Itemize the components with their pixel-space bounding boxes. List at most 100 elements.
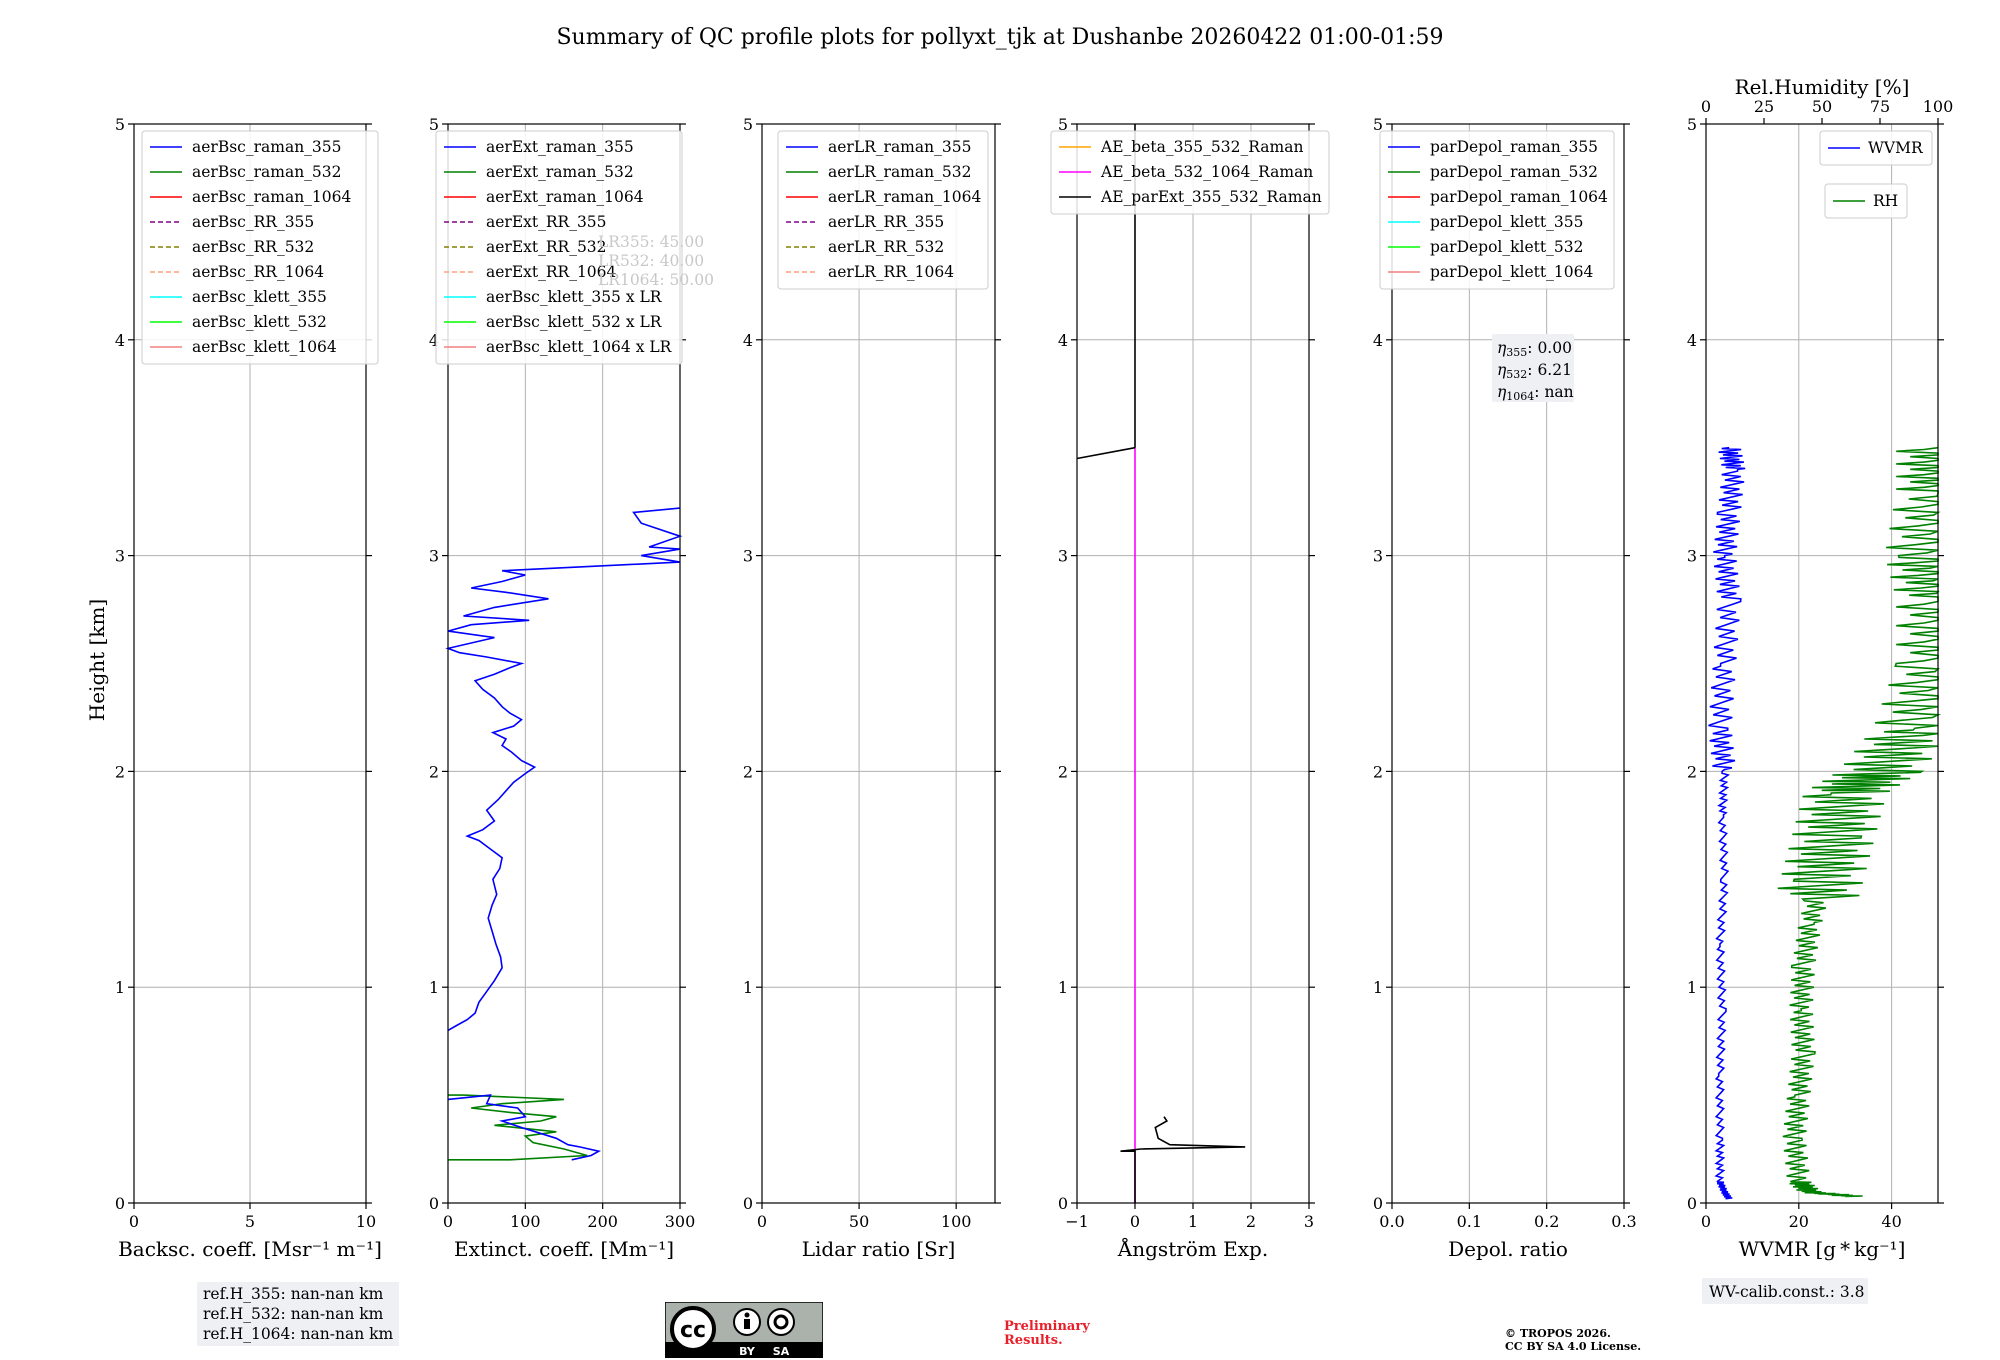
y-tick-label-0: 0 (743, 1194, 753, 1213)
y-tick-label-5: 5 (743, 115, 753, 134)
y-tick-label-2: 2 (429, 762, 439, 781)
y-tick-label-0: 0 (429, 1194, 439, 1213)
y-tick-label-2: 2 (1058, 762, 1068, 781)
legend-label-0: parDepol_raman_355 (1430, 138, 1598, 156)
legend-box-rh (1824, 183, 1908, 219)
top-x-tick-label-2: 50 (1812, 97, 1832, 116)
y-tick-label-1: 1 (1687, 978, 1697, 997)
legend-label-0: AE_beta_355_532_Raman (1100, 138, 1303, 156)
eta-note-355: η355: 0.00 (1497, 339, 1572, 359)
top-x-tick-label-3: 75 (1870, 97, 1890, 116)
figure-title: Summary of QC profile plots for pollyxt_… (556, 25, 1443, 50)
y-tick-label-1: 1 (429, 978, 439, 997)
y-tick-label-3: 3 (115, 547, 125, 566)
axes-frame (447, 123, 681, 1204)
ref-height-355: ref.H_355: nan-nan km (203, 1285, 384, 1303)
panel-2: 0 100 200 300 0 1 2 3 4 5 Extinct. coeff. [Mm⁻¹] ae… (429, 115, 714, 1261)
x-tick-label-4: 3 (1304, 1212, 1314, 1231)
y-axis-label: Height [km] (85, 599, 109, 721)
legend-box-wvmr (1819, 130, 1933, 166)
lr-note-2: LR1064: 50.00 (598, 271, 714, 289)
y-tick-label-2: 2 (1373, 762, 1383, 781)
y-tick-label-4: 4 (429, 331, 439, 350)
x-axis-label: WVMR [g * kg⁻¹] (1739, 1237, 1906, 1261)
legend-label-8: aerBsc_klett_1064 (192, 338, 337, 356)
x-axis-label: Depol. ratio (1448, 1237, 1568, 1261)
x-tick-label-1: 50 (849, 1212, 869, 1231)
legend-label-0: aerBsc_raman_355 (192, 138, 342, 156)
legend-label-1: RH (1873, 192, 1898, 210)
cc-main-text: cc (680, 1318, 706, 1343)
legend-label-0: WVMR (1868, 139, 1924, 157)
y-tick-label-3: 3 (1687, 547, 1697, 566)
preliminary-line-2: Results. (1004, 1333, 1063, 1348)
y-tick-label-4: 4 (743, 331, 753, 350)
x-tick-label-3: 2 (1246, 1212, 1256, 1231)
top-x-tick-label-0: 0 (1701, 97, 1711, 116)
y-tick-label-2: 2 (115, 762, 125, 781)
ref-height-532: ref.H_532: nan-nan km (203, 1305, 384, 1323)
legend-label-2: parDepol_raman_1064 (1430, 188, 1608, 206)
series-WVMR (1708, 446, 1746, 1200)
x-tick-label-0: 0 (757, 1212, 767, 1231)
legend-label-1: AE_beta_532_1064_Raman (1100, 163, 1313, 181)
legend-label-1: aerExt_raman_532 (486, 163, 634, 181)
x-tick-label-1: 100 (510, 1212, 541, 1231)
eta-note-box (1492, 334, 1574, 402)
y-tick-label-3: 3 (1373, 547, 1383, 566)
x-tick-label-1: 20 (1789, 1212, 1809, 1231)
y-tick-label-5: 5 (1373, 115, 1383, 134)
x-tick-label-2: 1 (1188, 1212, 1198, 1231)
legend-label-1: aerLR_raman_532 (828, 163, 971, 181)
legend-label-2: aerExt_raman_1064 (486, 188, 644, 206)
y-tick-label-0: 0 (115, 1194, 125, 1213)
y-tick-label-5: 5 (429, 115, 439, 134)
series-aerExt_raman_355_low (447, 1094, 602, 1161)
legend-label-3: parDepol_klett_355 (1430, 213, 1583, 231)
legend-label-5: aerLR_RR_1064 (828, 263, 954, 281)
legend-label-4: aerLR_RR_532 (828, 238, 944, 256)
legend-label-7: aerBsc_klett_532 (192, 313, 327, 331)
x-tick-label-1: 0 (1130, 1212, 1140, 1231)
legend-label-2: AE_parExt_355_532_Raman (1100, 188, 1322, 206)
legend-label-0: aerExt_raman_355 (486, 138, 634, 156)
y-tick-label-2: 2 (743, 762, 753, 781)
legend-box (1050, 130, 1330, 215)
panel-3: 0 50 100 0 1 2 3 4 5 Lidar ratio [Sr] aerLR_raman_… (743, 115, 1001, 1261)
x-tick-label-0: 0 (129, 1212, 139, 1231)
x-tick-label-3: 300 (665, 1212, 696, 1231)
legend-label-7: aerBsc_klett_532 x LR (486, 313, 663, 331)
top-x-axis-label: Rel.Humidity [%] (1735, 75, 1910, 99)
y-tick-label-1: 1 (1373, 978, 1383, 997)
legend-label-4: aerExt_RR_532 (486, 238, 607, 256)
x-axis-label: Ångström Exp. (1117, 1236, 1268, 1261)
eta-note-1064: η1064: nan (1497, 383, 1574, 403)
cc-sa-text: SA (773, 1345, 790, 1358)
legend-label-5: aerExt_RR_1064 (486, 263, 617, 281)
x-tick-label-1: 5 (245, 1212, 255, 1231)
legend-box (435, 130, 683, 365)
x-tick-label-0: −1 (1065, 1212, 1089, 1231)
series-aerExt_raman_355 (445, 507, 683, 1032)
axes-frame (761, 123, 996, 1204)
preliminary-line-1: Preliminary (1004, 1319, 1090, 1334)
legend-box (1379, 130, 1615, 290)
y-tick-label-4: 4 (1687, 331, 1697, 350)
cc-by-text: BY (739, 1345, 756, 1358)
legend-label-5: parDepol_klett_1064 (1430, 263, 1593, 281)
panel-1: 0 5 10 0 1 2 3 4 5 Backsc. coeff. [Msr⁻¹ m⁻¹] aerB… (115, 115, 382, 1261)
reference-height-box: ref.H_355: nan-nan km ref.H_532: nan-nan… (197, 1282, 400, 1346)
legend-label-2: aerBsc_raman_1064 (192, 188, 352, 206)
lr-note-0: LR355: 45.00 (598, 233, 704, 251)
legend-label-4: aerBsc_RR_532 (192, 238, 314, 256)
x-tick-label-2: 10 (356, 1212, 376, 1231)
legend-label-0: aerLR_raman_355 (828, 138, 971, 156)
y-tick-label-1: 1 (743, 978, 753, 997)
tropos-line-2: CC BY SA 4.0 License. (1505, 1340, 1642, 1353)
x-tick-label-0: 0.0 (1379, 1212, 1404, 1231)
ref-height-1064: ref.H_1064: nan-nan km (203, 1325, 394, 1343)
x-tick-label-3: 0.3 (1611, 1212, 1636, 1231)
